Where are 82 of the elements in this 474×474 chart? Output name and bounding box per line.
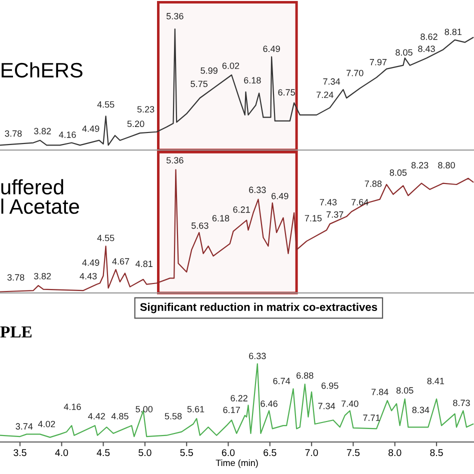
x-tick-label: 4.5 bbox=[96, 449, 110, 456]
annotation: 4.42 bbox=[88, 413, 105, 420]
annotation: 6.46 bbox=[260, 400, 278, 407]
annotation: 6.02 bbox=[222, 62, 240, 69]
annotation: 5.58 bbox=[164, 413, 182, 420]
annotation: 4.55 bbox=[97, 101, 114, 108]
annotation: 7.70 bbox=[346, 70, 364, 76]
annotation: 7.43 bbox=[320, 199, 337, 206]
annotation: 4.85 bbox=[111, 413, 128, 420]
text: 5.36 bbox=[166, 157, 184, 164]
x-tick-label: 5.0 bbox=[138, 449, 152, 456]
annotation: 6.17 bbox=[223, 406, 240, 414]
annotation: 4.49 bbox=[82, 259, 100, 266]
annotation: 8.62 bbox=[420, 34, 438, 40]
text: PLE bbox=[0, 326, 32, 338]
annotation: 4.43 bbox=[80, 272, 97, 280]
x-tick-label: 4.0 bbox=[55, 449, 68, 456]
annotation: 3.78 bbox=[4, 130, 22, 137]
x-tick-label: 6.5 bbox=[264, 449, 276, 456]
annotation: 6.88 bbox=[296, 372, 314, 379]
annotation: 6.21 bbox=[233, 206, 250, 213]
x-tick-label: 7.0 bbox=[305, 449, 318, 456]
annotation: 7.88 bbox=[364, 180, 382, 187]
annotation: 5.23 bbox=[137, 106, 154, 113]
annotation: 3.78 bbox=[7, 274, 24, 281]
annotation: 6.18 bbox=[212, 215, 230, 222]
annotation: EChERS bbox=[2, 62, 82, 78]
annotation: 8.41 bbox=[427, 378, 444, 384]
annotation: 7.37 bbox=[326, 211, 344, 218]
annotation: 7.34 bbox=[318, 402, 336, 410]
annotation: 7.40 bbox=[342, 400, 358, 407]
annotation: 7.64 bbox=[352, 199, 368, 206]
annotation: 6.22 bbox=[230, 395, 248, 402]
annotation: 8.34 bbox=[412, 406, 430, 414]
annotation: uffered l Acetate bbox=[1, 179, 79, 214]
annotation: 8.05 bbox=[396, 49, 412, 56]
annotation: 6.49 bbox=[263, 46, 280, 52]
annotation: 8.43 bbox=[418, 46, 435, 52]
annotation: 4.16 bbox=[64, 404, 81, 410]
annotation: 3.82 bbox=[34, 128, 51, 134]
annotation: 4.16 bbox=[58, 132, 76, 138]
annotation: 5.61 bbox=[187, 406, 204, 412]
x-tick-label: 8.0 bbox=[388, 449, 402, 456]
x-tick-label: 8.5 bbox=[430, 449, 443, 456]
annotation: 4.02 bbox=[38, 420, 55, 428]
annotation: 6.18 bbox=[244, 77, 261, 84]
annotation: 6.74 bbox=[273, 378, 290, 384]
annotation: 7.97 bbox=[370, 58, 387, 66]
annotation: 3.82 bbox=[34, 272, 51, 280]
annotation: 5.20 bbox=[127, 120, 144, 128]
annotation: 7.71 bbox=[363, 414, 380, 421]
annotation: 7.15 bbox=[304, 215, 322, 222]
annotation: 7.34 bbox=[323, 78, 340, 85]
text: 6.33 bbox=[249, 352, 266, 360]
annotation: 4.49 bbox=[82, 125, 100, 132]
x-tick-label: 7.5 bbox=[346, 449, 360, 456]
annotation: 3.74 bbox=[16, 423, 33, 430]
annotation: 6.95 bbox=[322, 382, 338, 389]
annotation: 8.81 bbox=[444, 28, 462, 36]
text: 8.23 bbox=[411, 162, 428, 168]
annotation: 6.33 bbox=[249, 186, 266, 194]
x-tick-label: 5.5 bbox=[180, 449, 193, 456]
annotation: 4.67 bbox=[112, 258, 130, 265]
text: Significant reduction in matrix co-extractives bbox=[140, 302, 378, 314]
annotation: 5.99 bbox=[200, 67, 218, 74]
x-tick-label: 3.5 bbox=[14, 449, 26, 456]
x-tick-label: 6.0 bbox=[222, 449, 235, 456]
annotation: 6.75 bbox=[278, 89, 295, 96]
annotation: 5.75 bbox=[190, 80, 208, 88]
annotation: 5.63 bbox=[192, 222, 208, 229]
text: 8.80 bbox=[438, 162, 455, 168]
annotation: 6.49 bbox=[272, 192, 288, 200]
annotation: 7.84 bbox=[372, 388, 388, 396]
x-axis-title: Time (min) bbox=[216, 459, 258, 468]
annotation: 4.81 bbox=[136, 260, 152, 268]
annotation: 5.00 bbox=[136, 406, 153, 412]
text: 5.36 bbox=[166, 12, 184, 20]
annotation: 8.05 bbox=[396, 387, 414, 394]
annotation: 4.55 bbox=[97, 234, 114, 242]
annotation: 8.73 bbox=[453, 400, 470, 406]
annotation: 8.05 bbox=[390, 169, 407, 176]
annotation: 7.24 bbox=[316, 92, 334, 98]
